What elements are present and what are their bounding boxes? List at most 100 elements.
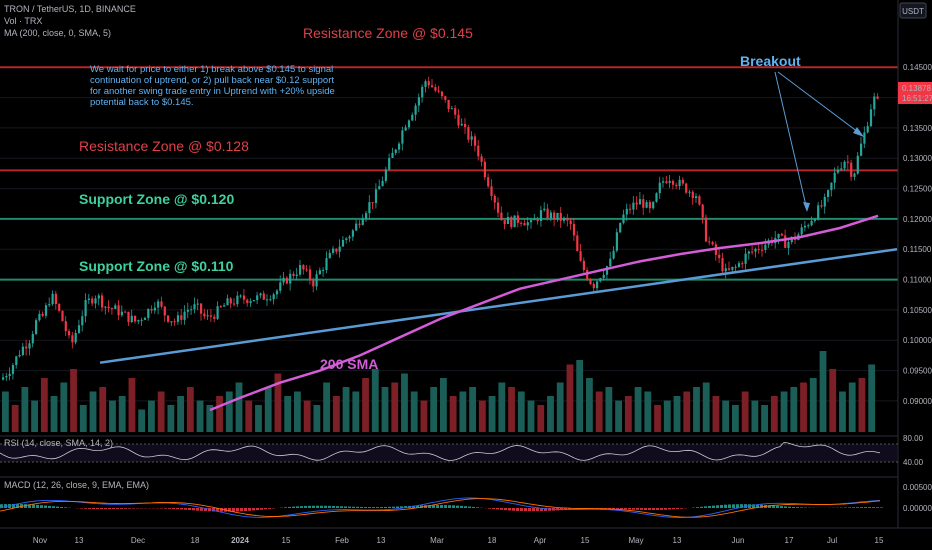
candle-body: [780, 233, 783, 236]
candle-body: [685, 183, 688, 193]
time-tick-label: 13: [377, 536, 386, 545]
candle-body: [183, 311, 186, 320]
volume-bar: [177, 396, 185, 432]
volume-bar: [780, 391, 788, 432]
candle-body: [559, 212, 562, 221]
candle-body: [374, 189, 378, 204]
volume-bar: [770, 396, 778, 432]
macd-histogram-bar: [192, 508, 195, 511]
macd-histogram-bar: [48, 505, 51, 508]
candle-body: [543, 208, 546, 211]
candle-body: [25, 346, 28, 349]
volume-bar: [31, 400, 39, 432]
macd-histogram-bar: [504, 508, 507, 511]
candle-body: [460, 123, 463, 126]
volume-bar: [332, 396, 340, 432]
price-tick-label: 0.11000: [903, 276, 932, 285]
volume-bar: [2, 391, 9, 432]
volume-bar: [751, 400, 759, 432]
candle-body: [348, 236, 351, 239]
candle-body: [817, 205, 820, 220]
macd-histogram-bar: [348, 506, 351, 508]
rsi-pane[interactable]: RSI (14, close, SMA, 14, 2) 80.00 40.00: [0, 434, 924, 467]
candle-body: [200, 303, 203, 314]
macd-histogram-bar: [300, 506, 303, 508]
candle-body: [381, 180, 384, 187]
volume-bar: [430, 387, 438, 432]
candle-body: [500, 212, 503, 221]
macd-histogram-bar: [380, 507, 383, 508]
candle-body: [157, 301, 160, 308]
breakout-label: Breakout: [740, 53, 801, 69]
candle-body: [308, 269, 312, 281]
candle-body: [457, 114, 460, 126]
macd-histogram-bar: [876, 507, 879, 508]
volume-bar: [566, 364, 574, 432]
volume-bar: [586, 378, 593, 432]
candle-body: [341, 239, 345, 247]
macd-histogram-bar: [616, 508, 619, 510]
volume-bar: [547, 396, 554, 432]
candle-body: [421, 86, 424, 98]
currency-button[interactable]: USDT: [899, 2, 927, 19]
macd-histogram-bar: [864, 507, 867, 508]
candle-body: [477, 145, 480, 157]
macd-histogram-bar: [284, 507, 287, 508]
macd-histogram-bar: [116, 508, 119, 509]
volume-legend[interactable]: Vol · TRX: [4, 16, 42, 26]
macd-histogram-bar: [92, 508, 95, 510]
macd-histogram-bar: [176, 508, 179, 510]
candle-body: [592, 283, 595, 289]
macd-histogram-bar: [252, 508, 255, 511]
macd-histogram-bar: [780, 506, 783, 508]
candle-body: [523, 223, 526, 226]
macd-histogram-bar: [36, 504, 39, 508]
macd-histogram-bar: [296, 506, 299, 508]
volume-bar: [50, 396, 58, 432]
candle-body: [180, 315, 183, 320]
candle-body: [622, 214, 625, 223]
candle-body: [51, 293, 54, 305]
ma-legend[interactable]: MA (200, close, 0, SMA, 5): [4, 28, 111, 38]
macd-histogram-bar: [784, 506, 787, 508]
volume-bar: [517, 391, 525, 432]
volume-bar: [800, 382, 807, 432]
rsi-legend: RSI (14, close, SMA, 14, 2): [4, 438, 113, 448]
candle-body: [424, 81, 427, 87]
candle-body: [579, 251, 582, 261]
candle-body: [371, 202, 374, 204]
macd-histogram-bar: [64, 507, 67, 508]
volume-bar: [761, 405, 769, 432]
macd-histogram-bar: [360, 506, 363, 508]
candle-body: [388, 157, 391, 170]
candle-body: [153, 307, 156, 311]
volume-bar: [809, 378, 817, 432]
macd-pane[interactable]: MACD (12, 26, close, 9, EMA, EMA) 0.0050…: [0, 476, 932, 518]
macd-histogram-bar: [184, 508, 187, 510]
macd-histogram-bar: [648, 508, 651, 511]
candle-body: [869, 109, 873, 127]
macd-histogram-bar: [788, 506, 791, 508]
resistance-128-label: Resistance Zone @ $0.128: [79, 138, 249, 154]
macd-histogram-bar: [112, 508, 115, 510]
candle-body: [312, 280, 315, 287]
time-axis[interactable]: Nov 13 Dec 18 2024 15 Feb 13 Mar 18 Apr 15 May 13 Jun 1…: [33, 536, 884, 545]
volume-bar: [206, 405, 214, 432]
candle-body: [450, 108, 453, 110]
macd-histogram-bar: [344, 506, 347, 508]
candle-body: [569, 220, 572, 225]
volume-bar: [381, 387, 389, 432]
candle-body: [675, 184, 678, 187]
volume-bar: [478, 400, 486, 432]
candle-body: [110, 308, 114, 310]
symbol-legend[interactable]: TRON / TetherUS, 1D, BINANCE: [4, 4, 136, 14]
candle-body: [520, 222, 523, 224]
volume-bar: [342, 387, 350, 432]
candle-body: [41, 313, 44, 316]
macd-histogram-bar: [444, 505, 447, 508]
candle-body: [605, 266, 609, 275]
candle-body: [209, 315, 213, 317]
candle-body: [530, 220, 533, 223]
macd-histogram-bar: [356, 506, 359, 508]
